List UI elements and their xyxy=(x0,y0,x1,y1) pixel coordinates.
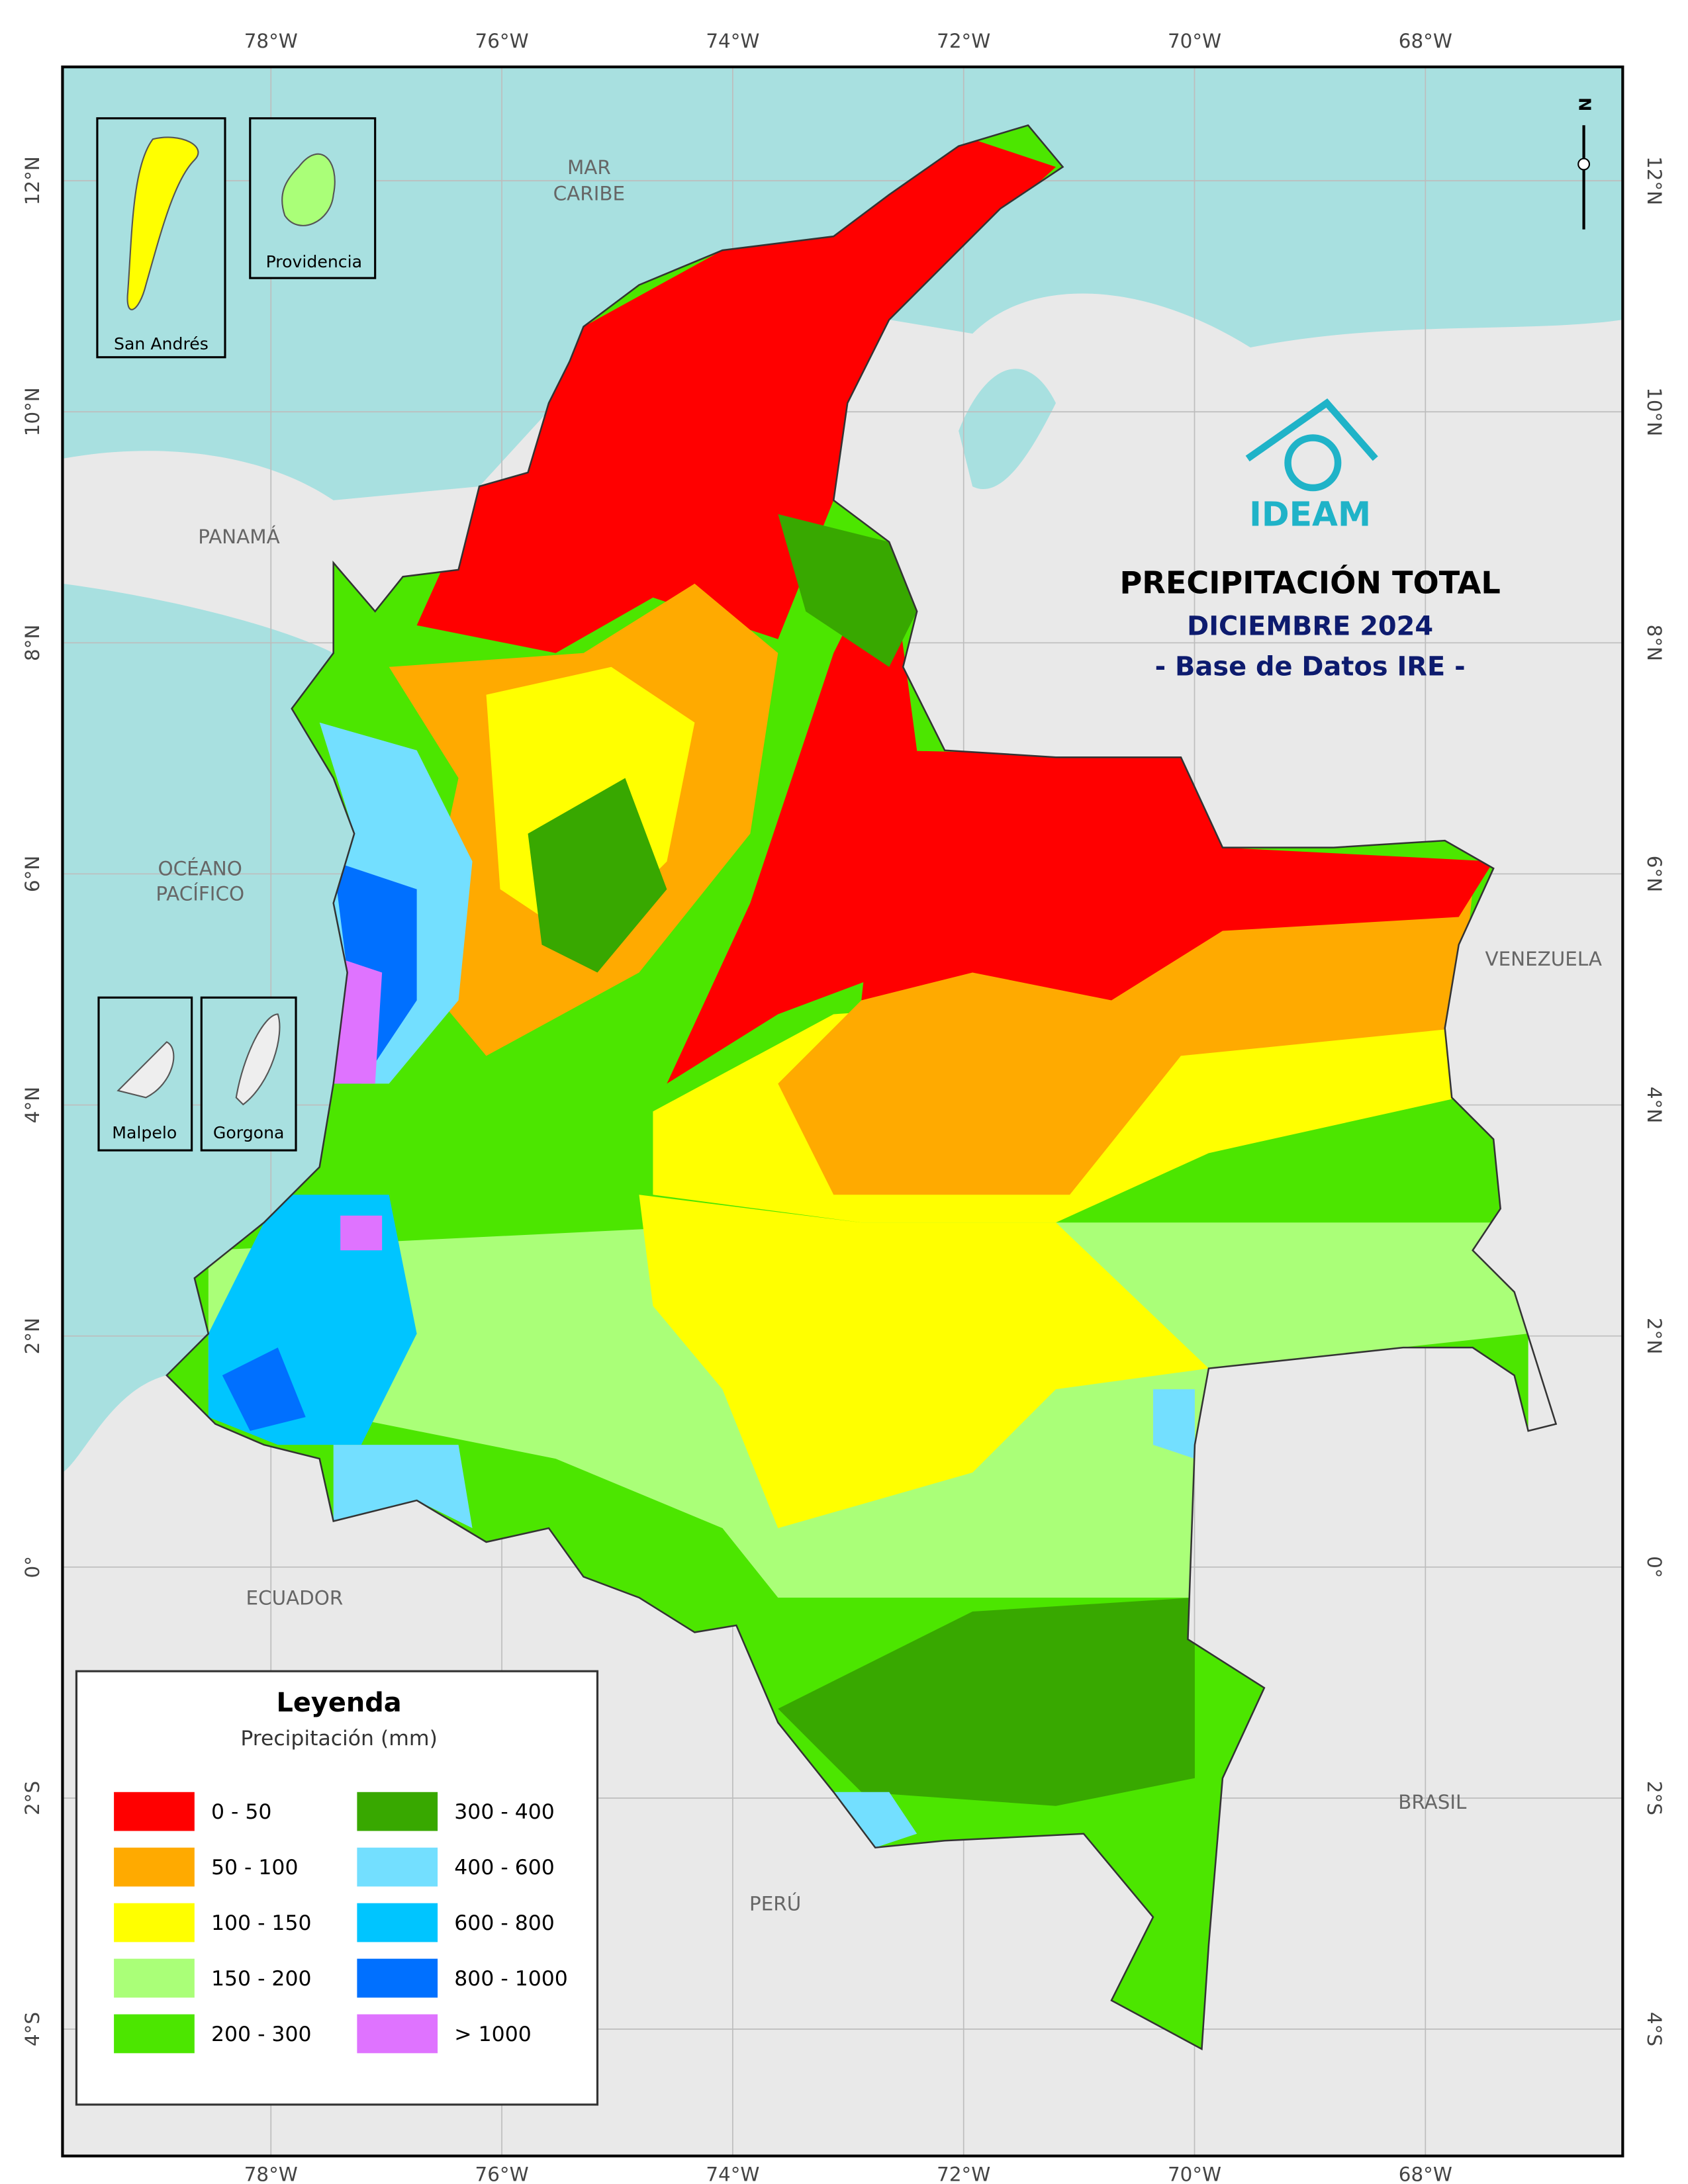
x-tick-label: 72°W xyxy=(937,2163,990,2184)
y-tick-label: 4°N xyxy=(1643,1087,1665,1123)
legend-title: Leyenda xyxy=(276,1688,401,1718)
legend-swatch xyxy=(114,1847,195,1887)
x-tick-label: 74°W xyxy=(706,30,759,52)
y-tick-label: 12°N xyxy=(1643,156,1665,205)
source: - Base de Datos IRE - xyxy=(1155,651,1466,682)
place-label: MAR xyxy=(567,156,611,179)
legend-label: 300 - 400 xyxy=(454,1800,555,1824)
legend-swatch xyxy=(357,1847,438,1887)
y-tick-label: 6°N xyxy=(1643,856,1665,892)
y-tick-label: 4°S xyxy=(21,2012,44,2046)
x-tick-label: 72°W xyxy=(937,30,990,52)
x-tick-label: 78°W xyxy=(244,2163,298,2184)
legend-label: 100 - 150 xyxy=(211,1911,312,1935)
y-tick-label: 2°S xyxy=(21,1781,44,1815)
subtitle: DICIEMBRE 2024 xyxy=(1187,612,1433,642)
y-tick-label: 2°N xyxy=(1643,1318,1665,1354)
x-tick-label: 70°W xyxy=(1168,30,1221,52)
x-tick-label: 68°W xyxy=(1399,30,1452,52)
legend-label: 150 - 200 xyxy=(211,1967,312,1991)
map-frame xyxy=(61,66,1624,2158)
inset-label: Malpelo xyxy=(112,1123,177,1142)
x-tick-label: 70°W xyxy=(1168,2163,1221,2184)
legend-swatch xyxy=(357,2014,438,2054)
legend-label: 400 - 600 xyxy=(454,1856,555,1880)
place-label: PANAMÁ xyxy=(198,525,279,548)
legend-subtitle: Precipitación (mm) xyxy=(240,1727,438,1751)
x-tick-label: 74°W xyxy=(706,2163,759,2184)
legend-label: 50 - 100 xyxy=(211,1856,298,1880)
logo: IDEAM xyxy=(1245,398,1378,534)
inset-label: Providencia xyxy=(266,252,363,271)
legend: Leyenda Precipitación (mm) 0 - 50 50 - 10… xyxy=(75,1670,599,2106)
insets: San Andrés Providencia Malpelo Gorgona xyxy=(96,117,377,1152)
x-tick-label: 78°W xyxy=(244,30,298,52)
legend-swatch xyxy=(357,1903,438,1942)
north-arrow: N xyxy=(1575,97,1595,230)
place-label: BRASIL xyxy=(1398,1791,1467,1813)
legend-swatch xyxy=(357,1792,438,1831)
legend-label: 600 - 800 xyxy=(454,1911,555,1935)
legend-label: 200 - 300 xyxy=(211,2023,312,2046)
y-tick-label: 4°N xyxy=(21,1087,44,1123)
y-tick-label: 2°S xyxy=(1643,1781,1665,1815)
legend-label: 800 - 1000 xyxy=(454,1967,568,1991)
logo-roof xyxy=(1245,398,1378,462)
north-circle xyxy=(1577,158,1591,171)
y-tick-label: 10°N xyxy=(1643,387,1665,436)
y-tick-label: 0° xyxy=(1643,1556,1665,1578)
island xyxy=(235,1013,281,1106)
y-tick-label: 0° xyxy=(21,1556,44,1578)
island xyxy=(281,153,336,226)
inset-frame xyxy=(96,117,226,359)
legend-swatch xyxy=(114,2014,195,2054)
inset-label: Gorgona xyxy=(213,1123,285,1142)
logo-swirl xyxy=(1284,434,1342,492)
legend-swatch xyxy=(357,1958,438,1998)
north-label: N xyxy=(1575,97,1595,111)
island xyxy=(117,1041,175,1099)
y-tick-label: 8°N xyxy=(21,625,44,661)
legend-swatch xyxy=(114,1792,195,1831)
logo-text: IDEAM xyxy=(1249,495,1371,534)
x-tick-label: 76°W xyxy=(475,2163,529,2184)
legend-label: 0 - 50 xyxy=(211,1800,271,1824)
place-labels: MAR CARIBE OCÉANO PACÍFICO PANAMÁ VENEZU… xyxy=(156,156,1602,1915)
place-label: CARIBE xyxy=(553,183,625,205)
x-tick-label: 76°W xyxy=(475,30,529,52)
y-tick-label: 4°S xyxy=(1643,2012,1665,2046)
place-label: ECUADOR xyxy=(246,1587,344,1610)
place-label: OCÉANO xyxy=(158,857,242,880)
place-label: PACÍFICO xyxy=(156,882,244,905)
y-tick-label: 2°N xyxy=(21,1318,44,1354)
island xyxy=(126,136,199,310)
y-tick-label: 12°N xyxy=(21,156,44,205)
title: PRECIPITACIÓN TOTAL xyxy=(1119,565,1500,600)
y-tick-label: 8°N xyxy=(1643,625,1665,661)
inset-label: San Andrés xyxy=(114,334,209,353)
legend-swatch xyxy=(114,1958,195,1998)
y-tick-label: 10°N xyxy=(21,387,44,436)
legend-swatch xyxy=(114,1903,195,1942)
x-tick-label: 68°W xyxy=(1399,2163,1452,2184)
place-label: VENEZUELA xyxy=(1485,948,1602,970)
place-label: PERÚ xyxy=(749,1891,801,1915)
y-tick-label: 6°N xyxy=(21,856,44,892)
legend-label: > 1000 xyxy=(454,2023,531,2046)
